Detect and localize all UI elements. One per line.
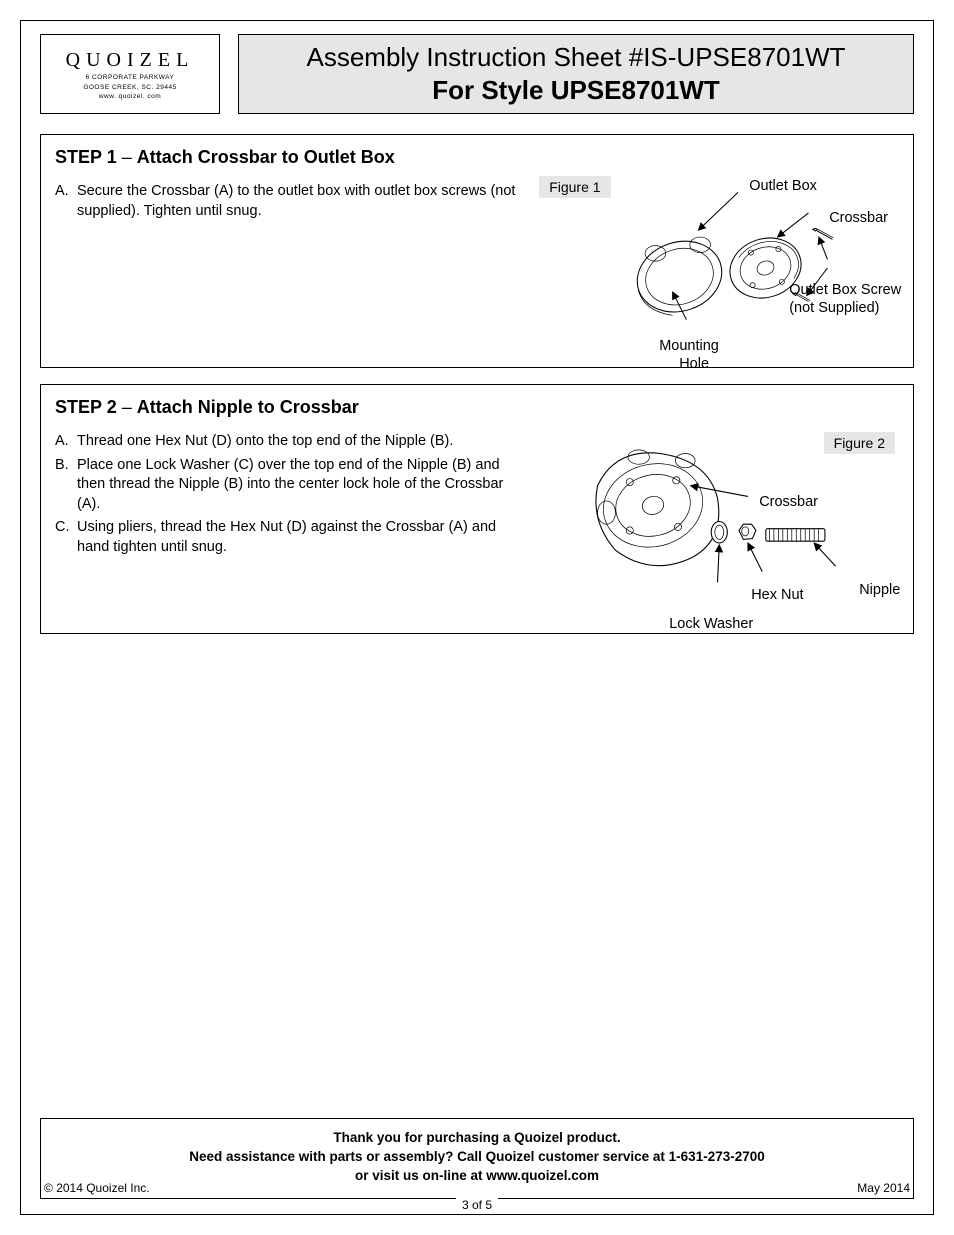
item-text: Place one Lock Washer (C) over the top e… bbox=[77, 456, 519, 515]
step1-item-a: A. Secure the Crossbar (A) to the outlet… bbox=[55, 182, 519, 221]
copyright: © 2014 Quoizel Inc. bbox=[44, 1181, 150, 1195]
dash: – bbox=[122, 147, 137, 167]
item-text: Secure the Crossbar (A) to the outlet bo… bbox=[77, 182, 519, 221]
figure1-svg bbox=[529, 182, 899, 354]
footer-l1: Thank you for purchasing a Quoizel produ… bbox=[49, 1129, 905, 1148]
step1-figure: Figure 1 bbox=[529, 182, 899, 354]
step1-box: STEP 1 – Attach Crossbar to Outlet Box A… bbox=[40, 134, 914, 368]
footer-l2: Need assistance with parts or assembly? … bbox=[49, 1148, 905, 1167]
brand-addr1: 6 CORPORATE PARKWAY bbox=[86, 74, 175, 82]
item-label: C. bbox=[55, 518, 77, 557]
date: May 2014 bbox=[857, 1181, 910, 1195]
co-lockwasher: Lock Washer bbox=[669, 616, 753, 632]
title-line1: Assembly Instruction Sheet #IS-UPSE8701W… bbox=[306, 42, 845, 73]
title-box: Assembly Instruction Sheet #IS-UPSE8701W… bbox=[238, 34, 914, 114]
item-text: Thread one Hex Nut (D) onto the top end … bbox=[77, 432, 519, 452]
step1-body: A. Secure the Crossbar (A) to the outlet… bbox=[55, 182, 899, 354]
dash: – bbox=[122, 397, 137, 417]
co-hexnut: Hex Nut bbox=[751, 587, 803, 603]
item-label: B. bbox=[55, 456, 77, 515]
copyright-text: 2014 Quoizel Inc. bbox=[56, 1181, 149, 1195]
co-screw2: (not Supplied) bbox=[789, 300, 879, 316]
step1-prefix: STEP 1 bbox=[55, 147, 117, 167]
brand-web: www. quoizel. com bbox=[99, 93, 161, 101]
step1-text: A. Secure the Crossbar (A) to the outlet… bbox=[55, 182, 519, 354]
logo-box: QUOIZEL 6 CORPORATE PARKWAY GOOSE CREEK,… bbox=[40, 34, 220, 114]
step2-item-c: C. Using pliers, thread the Hex Nut (D) … bbox=[55, 518, 519, 557]
brand-name: QUOIZEL bbox=[66, 49, 195, 72]
header-row: QUOIZEL 6 CORPORATE PARKWAY GOOSE CREEK,… bbox=[40, 34, 914, 114]
footer-l3: or visit us on-line at www.quoizel.com bbox=[49, 1167, 905, 1186]
step2-title: STEP 2 – Attach Nipple to Crossbar bbox=[55, 397, 899, 418]
co-mounting: Mounting bbox=[659, 338, 719, 354]
figure2-svg bbox=[529, 432, 899, 620]
item-label: A. bbox=[55, 182, 77, 221]
brand-addr2: GOOSE CREEK, SC. 29445 bbox=[83, 84, 176, 92]
item-label: A. bbox=[55, 432, 77, 452]
step2-text: A. Thread one Hex Nut (D) onto the top e… bbox=[55, 432, 519, 620]
co-nipple: Nipple bbox=[859, 582, 900, 598]
co-hole: Hole bbox=[679, 356, 709, 372]
footer-box: Thank you for purchasing a Quoizel produ… bbox=[40, 1118, 914, 1199]
step2-prefix: STEP 2 bbox=[55, 397, 117, 417]
step2-item-b: B. Place one Lock Washer (C) over the to… bbox=[55, 456, 519, 515]
step2-box: STEP 2 – Attach Nipple to Crossbar A. Th… bbox=[40, 384, 914, 634]
page-number: 3 of 5 bbox=[456, 1198, 498, 1212]
step1-heading: Attach Crossbar to Outlet Box bbox=[137, 147, 395, 167]
co-outlet-box: Outlet Box bbox=[749, 178, 817, 194]
step2-body: A. Thread one Hex Nut (D) onto the top e… bbox=[55, 432, 899, 620]
step1-title: STEP 1 – Attach Crossbar to Outlet Box bbox=[55, 147, 899, 168]
step2-figure: Figure 2 bbox=[529, 432, 899, 620]
co-crossbar2: Crossbar bbox=[759, 494, 818, 510]
step2-item-a: A. Thread one Hex Nut (D) onto the top e… bbox=[55, 432, 519, 452]
co-screw1: Outlet Box Screw bbox=[789, 282, 901, 298]
title-line2: For Style UPSE8701WT bbox=[432, 75, 720, 106]
item-text: Using pliers, thread the Hex Nut (D) aga… bbox=[77, 518, 519, 557]
step2-heading: Attach Nipple to Crossbar bbox=[137, 397, 359, 417]
co-crossbar: Crossbar bbox=[829, 210, 888, 226]
